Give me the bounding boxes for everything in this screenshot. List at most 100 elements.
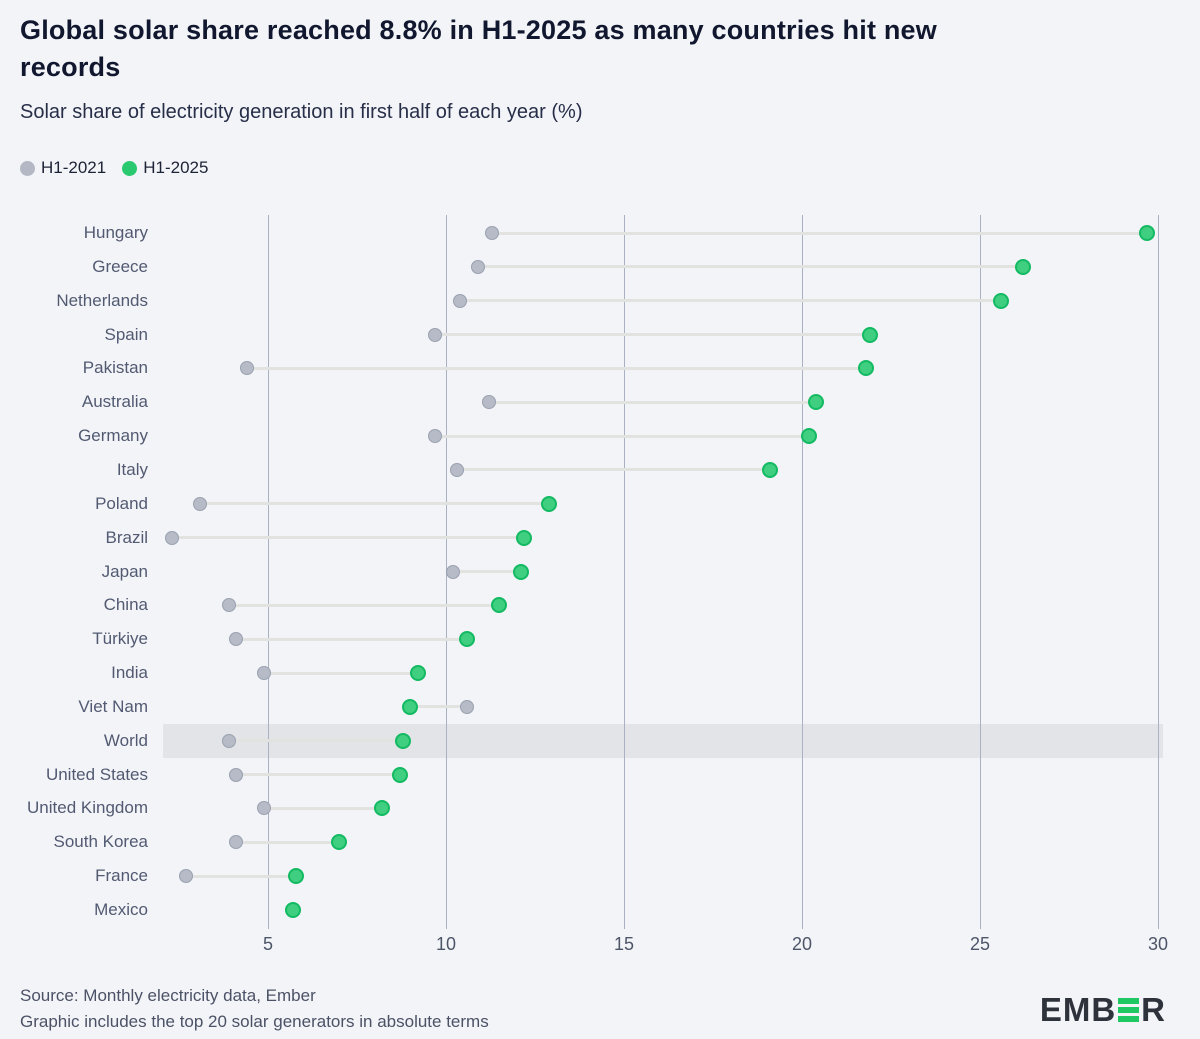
- country-label: Italy: [116, 459, 148, 479]
- dot-h1-2021-United States[interactable]: [228, 767, 243, 782]
- gridline-25: [979, 215, 981, 929]
- dot-h1-2025-Türkiye[interactable]: [459, 631, 476, 648]
- dot-h1-2021-United Kingdom[interactable]: [257, 801, 272, 816]
- legend-item-h1-2025[interactable]: H1-2025: [122, 158, 208, 178]
- h1-2021-swatch-icon: [20, 160, 35, 176]
- dot-h1-2025-United States[interactable]: [391, 766, 408, 783]
- connector-line: [460, 299, 1002, 303]
- dot-h1-2021-Poland[interactable]: [193, 496, 208, 511]
- dot-h1-2025-Poland[interactable]: [541, 495, 558, 512]
- connector-line: [456, 468, 770, 472]
- source-text: Source: Monthly electricity data, Ember: [20, 986, 316, 1005]
- country-label: Australia: [81, 392, 148, 412]
- chart-title: Global solar share reached 8.8% in H1-20…: [20, 15, 937, 83]
- dot-h1-2021-South Korea[interactable]: [228, 835, 243, 850]
- legend-item-h1-2021[interactable]: H1-2021: [20, 158, 106, 178]
- h1-2025-swatch-icon: [122, 160, 138, 176]
- ember-logo: EMB R: [1040, 991, 1166, 1029]
- dot-h1-2021-Viet Nam[interactable]: [460, 699, 475, 714]
- dot-h1-2025-Netherlands[interactable]: [993, 292, 1010, 309]
- country-label: France: [95, 866, 148, 886]
- dot-h1-2025-Germany[interactable]: [801, 428, 818, 445]
- connector-line: [410, 705, 468, 709]
- country-label: Türkiye: [92, 629, 148, 649]
- dot-h1-2025-China[interactable]: [491, 597, 508, 614]
- dot-h1-2025-Greece[interactable]: [1014, 258, 1031, 275]
- x-axis-tick-label: 10: [435, 934, 457, 954]
- chart-subtitle: Solar share of electricity generation in…: [20, 101, 583, 123]
- dot-h1-2025-France[interactable]: [288, 868, 305, 885]
- connector-line: [435, 333, 870, 337]
- dot-h1-2021-Pakistan[interactable]: [239, 361, 254, 376]
- country-label: Hungary: [83, 223, 148, 242]
- connector-line: [435, 434, 810, 438]
- connector-line: [228, 739, 404, 743]
- dot-h1-2021-Italy[interactable]: [449, 462, 464, 477]
- dot-h1-2025-South Korea[interactable]: [331, 834, 348, 851]
- gridline-15: [623, 215, 625, 929]
- country-label: Brazil: [105, 527, 148, 547]
- country-label: Netherlands: [56, 290, 148, 310]
- dot-h1-2025-Australia[interactable]: [808, 394, 825, 411]
- dot-plot-area: 5 10 15 20 25 30 Hungary Greece Netherlands Spain…: [0, 215, 1200, 954]
- connector-line: [453, 570, 521, 573]
- dot-h1-2025-Hungary[interactable]: [1139, 225, 1156, 241]
- country-label: Japan: [101, 561, 148, 581]
- country-label: Greece: [92, 256, 148, 276]
- connector-line: [264, 806, 382, 810]
- gridline-20: [801, 215, 803, 929]
- dot-h1-2025-World[interactable]: [395, 732, 412, 749]
- country-label: World: [103, 730, 148, 750]
- dot-h1-2021-India[interactable]: [257, 666, 272, 681]
- dot-h1-2025-Mexico[interactable]: [284, 902, 301, 918]
- dot-h1-2021-Japan[interactable]: [446, 564, 461, 579]
- footer: Source: Monthly electricity data, Ember …: [20, 983, 489, 1035]
- country-label: Poland: [95, 493, 148, 513]
- dot-h1-2021-France[interactable]: [179, 869, 194, 884]
- gridline-5: [267, 215, 269, 929]
- country-label: Pakistan: [82, 358, 148, 378]
- dot-h1-2025-Spain[interactable]: [861, 326, 878, 343]
- country-label: India: [111, 663, 148, 683]
- connector-line: [235, 637, 468, 641]
- gridline-30: [1157, 215, 1159, 929]
- dot-h1-2021-Brazil[interactable]: [164, 530, 179, 545]
- dot-h1-2021-Germany[interactable]: [428, 429, 443, 444]
- legend-label: H1-2025: [143, 158, 209, 177]
- dot-h1-2025-Italy[interactable]: [761, 461, 778, 478]
- x-axis-tick-label: 30: [1147, 934, 1169, 954]
- dot-h1-2021-Hungary[interactable]: [485, 226, 500, 240]
- gridline-10: [445, 215, 447, 929]
- dot-h1-2021-Australia[interactable]: [481, 395, 496, 410]
- legend-label: H1-2021: [41, 158, 107, 177]
- dot-h1-2025-Pakistan[interactable]: [858, 360, 875, 377]
- x-axis-tick-label: 15: [613, 934, 635, 954]
- dot-h1-2021-Netherlands[interactable]: [453, 293, 468, 308]
- country-label: United States: [45, 764, 148, 784]
- dot-h1-2025-Japan[interactable]: [512, 563, 529, 580]
- country-label: Spain: [104, 324, 148, 344]
- dot-h1-2021-Türkiye[interactable]: [228, 632, 243, 647]
- country-label: Germany: [78, 426, 148, 446]
- dot-h1-2021-China[interactable]: [221, 598, 236, 613]
- connector-line: [186, 874, 297, 878]
- dot-h1-2021-World[interactable]: [221, 733, 236, 748]
- connector-line: [200, 502, 550, 506]
- connector-line: [228, 603, 500, 607]
- dot-h1-2021-Spain[interactable]: [428, 327, 443, 342]
- country-label: China: [103, 595, 148, 615]
- country-label: South Korea: [53, 832, 148, 852]
- connector-line: [246, 366, 867, 370]
- connector-line: [488, 400, 817, 404]
- dot-h1-2025-United Kingdom[interactable]: [373, 800, 390, 817]
- connector-line: [264, 671, 418, 675]
- legend: H1-2021 H1-2025: [20, 158, 208, 178]
- dot-h1-2021-Greece[interactable]: [471, 259, 486, 274]
- dot-h1-2025-Brazil[interactable]: [516, 529, 533, 546]
- logo-text-right: R: [1141, 991, 1166, 1028]
- footer-note-text: Graphic includes the top 20 solar genera…: [20, 1012, 489, 1031]
- dot-h1-2025-Viet Nam[interactable]: [402, 698, 419, 715]
- dot-h1-2025-India[interactable]: [409, 665, 426, 682]
- country-label: Mexico: [94, 900, 148, 919]
